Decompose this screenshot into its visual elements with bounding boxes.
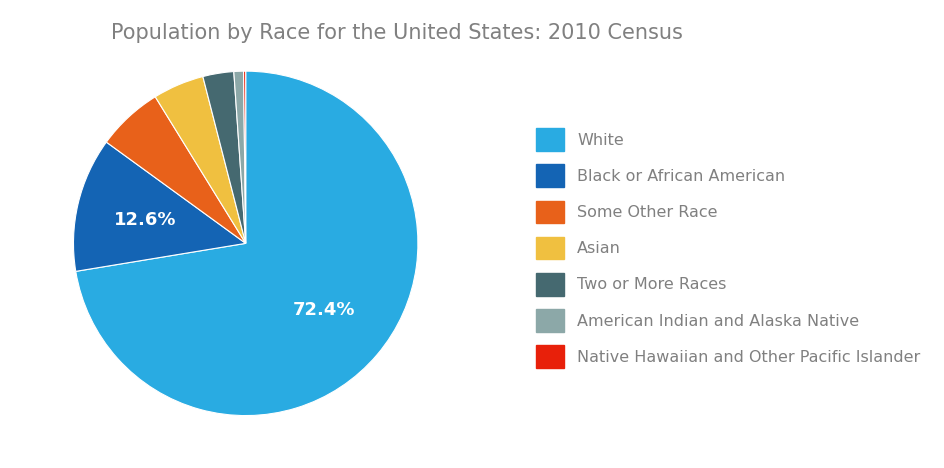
Wedge shape [244, 71, 245, 243]
Wedge shape [155, 77, 245, 243]
Text: 12.6%: 12.6% [114, 211, 177, 228]
Wedge shape [107, 97, 245, 243]
Wedge shape [76, 71, 417, 416]
Wedge shape [74, 142, 245, 271]
Legend: White, Black or African American, Some Other Race, Asian, Two or More Races, Ame: White, Black or African American, Some O… [527, 120, 928, 376]
Text: 72.4%: 72.4% [293, 301, 355, 319]
Text: Population by Race for the United States: 2010 Census: Population by Race for the United States… [110, 23, 683, 44]
Wedge shape [233, 71, 245, 243]
Wedge shape [203, 72, 245, 243]
